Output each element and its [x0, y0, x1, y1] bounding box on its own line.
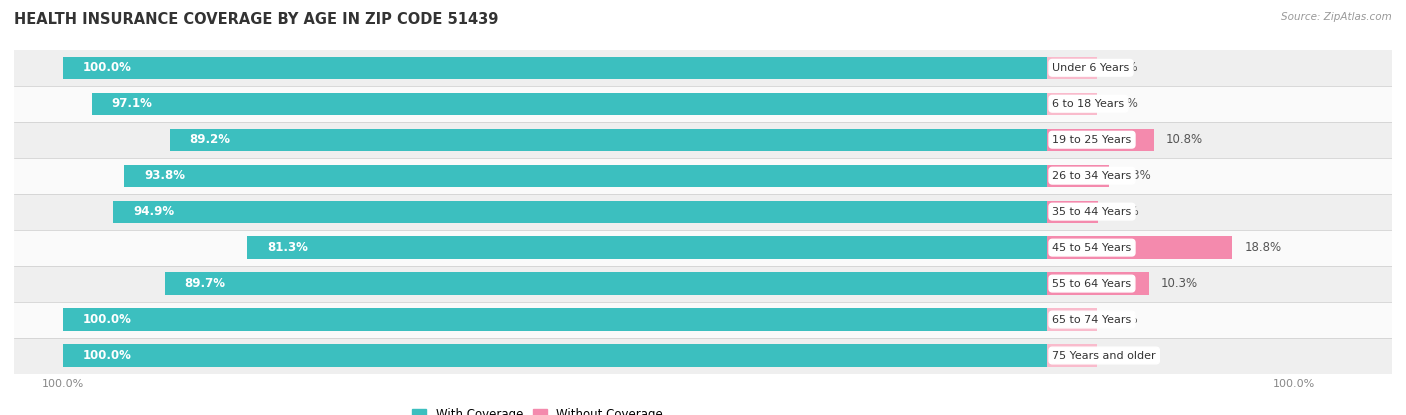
- Text: 100.0%: 100.0%: [83, 349, 132, 362]
- Bar: [14, 302, 1392, 337]
- Text: 55 to 64 Years: 55 to 64 Years: [1052, 278, 1132, 288]
- Bar: [14, 86, 1392, 122]
- Bar: [165, 272, 1047, 295]
- Text: 18.8%: 18.8%: [1244, 241, 1281, 254]
- Bar: [247, 237, 1047, 259]
- Bar: [14, 266, 1392, 302]
- Text: 97.1%: 97.1%: [111, 97, 152, 110]
- Bar: [14, 122, 1392, 158]
- Bar: [14, 50, 1392, 86]
- Text: 100.0%: 100.0%: [83, 61, 132, 74]
- Text: 100.0%: 100.0%: [83, 313, 132, 326]
- Text: 0.0%: 0.0%: [1108, 349, 1137, 362]
- Text: 93.8%: 93.8%: [143, 169, 186, 182]
- Text: 26 to 34 Years: 26 to 34 Years: [1052, 171, 1132, 181]
- Bar: [1047, 344, 1097, 367]
- Bar: [1047, 164, 1109, 187]
- Text: 6 to 18 Years: 6 to 18 Years: [1052, 99, 1125, 109]
- Bar: [91, 93, 1047, 115]
- Bar: [14, 229, 1392, 266]
- Text: 89.2%: 89.2%: [190, 133, 231, 146]
- Text: HEALTH INSURANCE COVERAGE BY AGE IN ZIP CODE 51439: HEALTH INSURANCE COVERAGE BY AGE IN ZIP …: [14, 12, 499, 27]
- Bar: [1047, 200, 1098, 223]
- Bar: [1047, 237, 1233, 259]
- Bar: [114, 200, 1047, 223]
- Bar: [1047, 308, 1097, 331]
- Text: 94.9%: 94.9%: [134, 205, 174, 218]
- Bar: [1047, 129, 1154, 151]
- Text: 45 to 54 Years: 45 to 54 Years: [1052, 243, 1132, 253]
- Text: 65 to 74 Years: 65 to 74 Years: [1052, 315, 1132, 325]
- Bar: [14, 158, 1392, 194]
- Text: 0.0%: 0.0%: [1108, 61, 1137, 74]
- Bar: [14, 337, 1392, 374]
- Text: 89.7%: 89.7%: [184, 277, 225, 290]
- Text: 19 to 25 Years: 19 to 25 Years: [1052, 135, 1132, 145]
- Bar: [124, 164, 1047, 187]
- Text: Under 6 Years: Under 6 Years: [1052, 63, 1129, 73]
- Bar: [1047, 56, 1097, 79]
- Text: 10.3%: 10.3%: [1161, 277, 1198, 290]
- Bar: [63, 308, 1047, 331]
- Bar: [1047, 272, 1149, 295]
- Legend: With Coverage, Without Coverage: With Coverage, Without Coverage: [408, 403, 668, 415]
- Text: Source: ZipAtlas.com: Source: ZipAtlas.com: [1281, 12, 1392, 22]
- Bar: [63, 344, 1047, 367]
- Text: 10.8%: 10.8%: [1166, 133, 1202, 146]
- Text: 35 to 44 Years: 35 to 44 Years: [1052, 207, 1132, 217]
- Text: 6.3%: 6.3%: [1122, 169, 1152, 182]
- Text: 0.0%: 0.0%: [1108, 313, 1137, 326]
- Text: 2.9%: 2.9%: [1108, 97, 1139, 110]
- Bar: [170, 129, 1047, 151]
- Bar: [63, 56, 1047, 79]
- Text: 75 Years and older: 75 Years and older: [1052, 351, 1156, 361]
- Text: 5.1%: 5.1%: [1109, 205, 1139, 218]
- Text: 81.3%: 81.3%: [267, 241, 308, 254]
- Bar: [1047, 93, 1097, 115]
- Bar: [14, 194, 1392, 229]
